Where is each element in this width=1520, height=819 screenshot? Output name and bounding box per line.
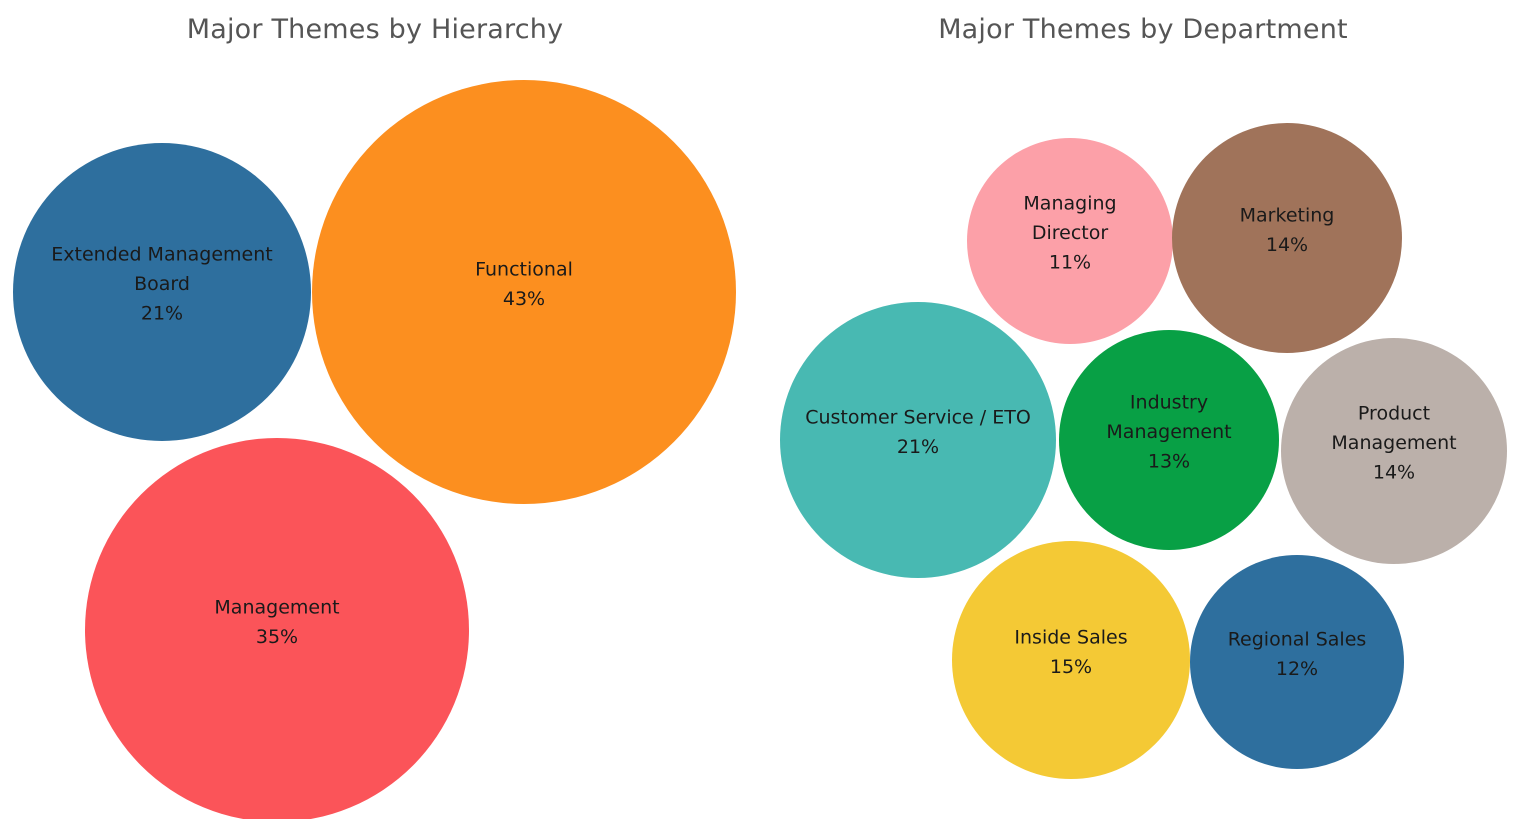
hierarchy-extended-management-board-label-line-1: Extended Management xyxy=(51,244,272,266)
department-managing-director-label-line-1: Managing xyxy=(1023,193,1116,215)
department-regional-sales-label-line-1: Regional Sales xyxy=(1228,628,1367,650)
department-industry-management-label-line-1: Industry xyxy=(1130,392,1208,414)
department-bubble-industry-management xyxy=(1059,330,1279,550)
department-marketing-value-label: 14% xyxy=(1266,234,1308,256)
department-industry-management-value-label: 13% xyxy=(1148,451,1190,473)
department-bubble-product-management xyxy=(1281,338,1507,564)
hierarchy-chart-panel: Major Themes by Hierarchy Extended Manag… xyxy=(13,14,736,819)
department-product-management-label-line-2: Management xyxy=(1331,432,1456,454)
department-inside-sales-label-line-1: Inside Sales xyxy=(1014,626,1127,648)
department-managing-director-value-label: 11% xyxy=(1049,252,1091,274)
hierarchy-chart-title: Major Themes by Hierarchy xyxy=(186,14,564,45)
department-product-management-label-line-1: Product xyxy=(1358,403,1430,425)
hierarchy-management-value-label: 35% xyxy=(256,626,298,648)
department-chart-title: Major Themes by Department xyxy=(938,14,1348,45)
department-bubble-marketing xyxy=(1172,123,1402,353)
hierarchy-extended-management-board-value-label: 21% xyxy=(141,303,183,325)
department-managing-director-label-line-2: Director xyxy=(1032,222,1109,244)
hierarchy-bubble-management xyxy=(85,438,469,819)
department-customer-service-eto-label-line-1: Customer Service / ETO xyxy=(805,406,1031,428)
department-bubble-chart: Managing Director 11% Marketing 14% Customer … xyxy=(780,123,1507,779)
department-bubble-regional-sales xyxy=(1190,555,1404,769)
hierarchy-extended-management-board-label-line-2: Board xyxy=(134,273,190,295)
hierarchy-bubble-functional xyxy=(312,80,736,504)
hierarchy-bubble-extended-management-board xyxy=(13,143,311,441)
department-bubble-managing-director xyxy=(967,138,1173,344)
hierarchy-functional-value-label: 43% xyxy=(503,288,545,310)
department-product-management-value-label: 14% xyxy=(1373,462,1415,484)
hierarchy-management-label-line-1: Management xyxy=(214,596,339,618)
hierarchy-bubble-chart: Extended Management Board 21% Functional 43%… xyxy=(13,80,736,819)
department-regional-sales-value-label: 12% xyxy=(1276,658,1318,680)
department-bubble-customer-service-eto xyxy=(780,302,1056,578)
department-marketing-label-line-1: Marketing xyxy=(1240,204,1335,226)
department-industry-management-label-line-2: Management xyxy=(1106,421,1231,443)
department-bubble-inside-sales xyxy=(952,541,1190,779)
department-chart-panel: Major Themes by Department Managing Direc… xyxy=(760,0,1520,819)
hierarchy-functional-label-line-1: Functional xyxy=(475,258,573,280)
department-customer-service-eto-value-label: 21% xyxy=(897,436,939,458)
department-inside-sales-value-label: 15% xyxy=(1050,656,1092,678)
